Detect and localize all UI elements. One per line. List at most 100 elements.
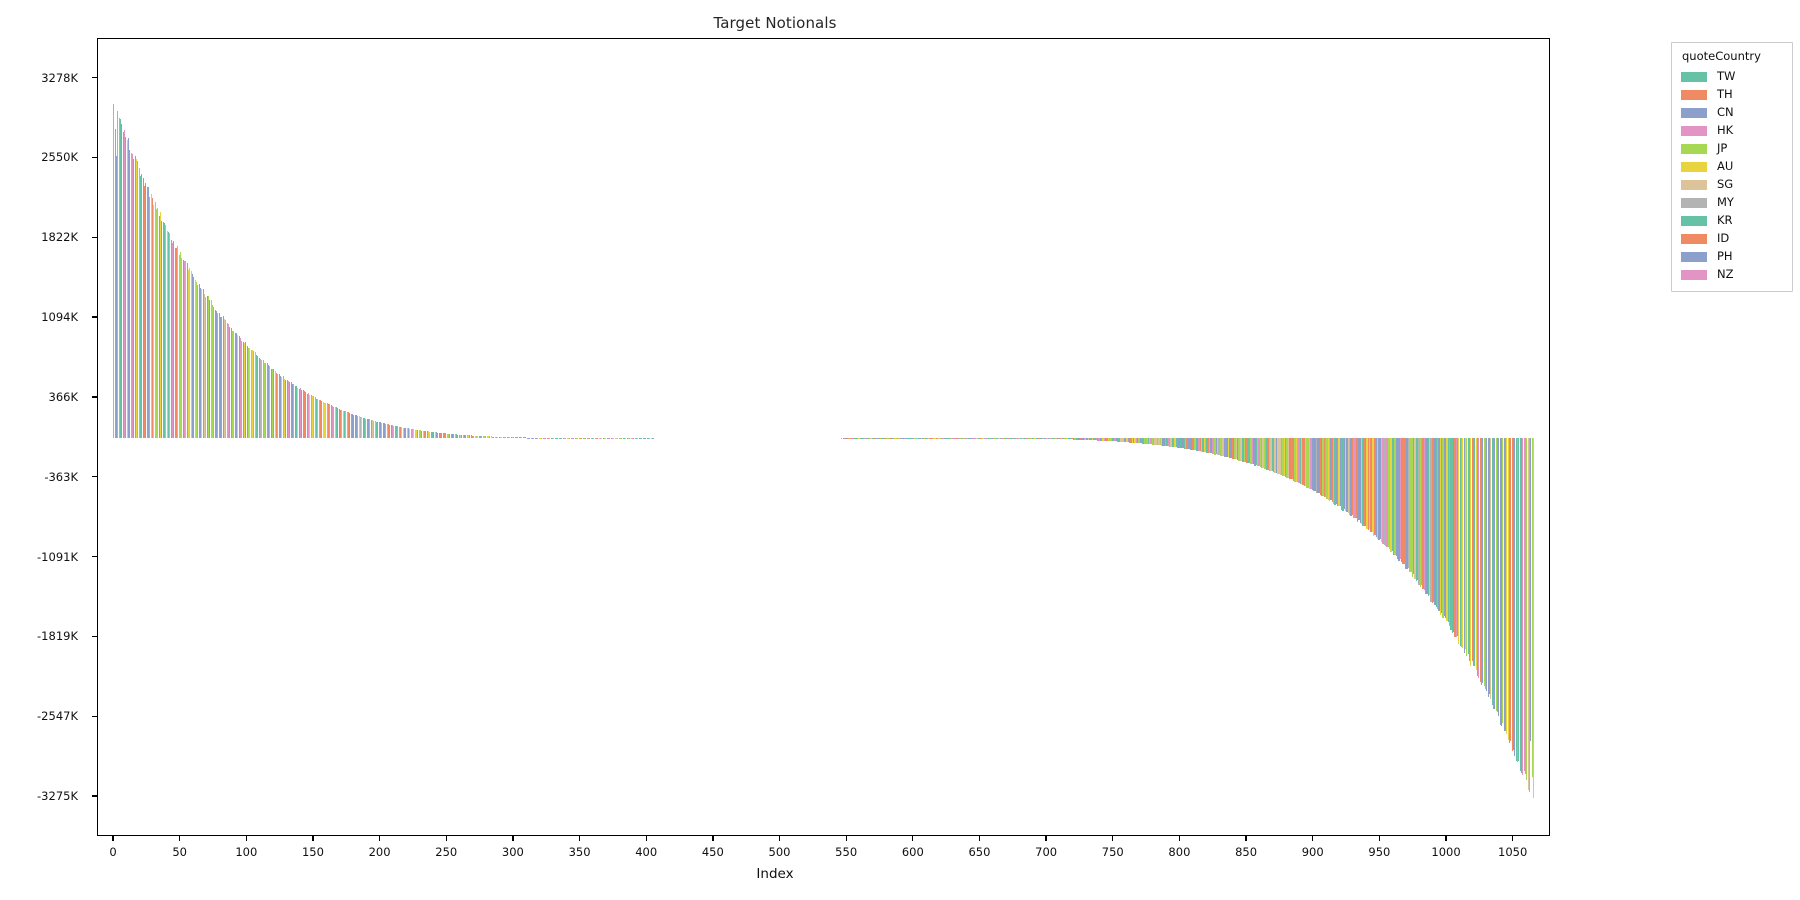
bar	[1253, 438, 1255, 465]
bar	[1105, 438, 1107, 441]
bar	[451, 434, 454, 438]
bar	[266, 363, 268, 438]
bar	[898, 438, 900, 439]
x-tick-label: 550	[835, 845, 858, 859]
legend-item-jp[interactable]: JP	[1681, 140, 1785, 158]
bar	[869, 438, 871, 439]
bar	[887, 438, 889, 439]
x-axis-label: Index	[756, 866, 794, 882]
bar	[1458, 438, 1460, 645]
legend-item-au[interactable]: AU	[1681, 158, 1785, 176]
bar	[133, 158, 135, 438]
bar	[599, 437, 602, 439]
bar	[1153, 438, 1155, 445]
bar	[533, 437, 535, 439]
bar	[873, 438, 875, 439]
bar	[1390, 438, 1392, 553]
bar	[849, 438, 851, 439]
bar	[1335, 438, 1337, 505]
bar	[1314, 438, 1316, 492]
bar	[1249, 438, 1251, 464]
bar	[1110, 438, 1112, 442]
legend-item-cn[interactable]: CN	[1681, 104, 1785, 122]
bar	[1349, 438, 1351, 516]
bar	[1406, 438, 1408, 569]
bar	[937, 438, 939, 439]
bar	[369, 419, 371, 438]
bar	[601, 437, 603, 439]
legend-item-tw[interactable]: TW	[1681, 68, 1785, 86]
bar	[954, 438, 956, 439]
legend-item-id[interactable]: ID	[1681, 230, 1785, 248]
bar	[1017, 438, 1019, 439]
bar	[1461, 438, 1463, 648]
bar	[1233, 438, 1235, 459]
legend-item-hk[interactable]: HK	[1681, 122, 1785, 140]
bar	[381, 422, 383, 438]
bar	[1518, 438, 1520, 761]
bar	[1507, 438, 1509, 741]
bar	[118, 117, 120, 438]
bar	[150, 193, 152, 438]
bar	[497, 436, 499, 438]
legend-item-ph[interactable]: PH	[1681, 248, 1785, 266]
bar	[327, 403, 330, 438]
bar	[1475, 438, 1477, 670]
bar	[371, 420, 374, 438]
bar	[867, 438, 869, 439]
y-tick-mark	[92, 316, 97, 318]
bar	[1387, 438, 1389, 547]
bar	[1026, 438, 1028, 439]
bar	[614, 437, 616, 439]
bar	[267, 365, 270, 438]
bar	[1379, 438, 1381, 540]
bar	[495, 436, 498, 438]
bar	[201, 289, 203, 438]
x-tick-label: 300	[501, 845, 524, 859]
bar	[1085, 438, 1087, 440]
bar	[845, 438, 847, 439]
x-tick-label: 0	[109, 845, 117, 859]
x-tick-label: 250	[435, 845, 458, 859]
bar	[865, 438, 867, 439]
bar	[1245, 438, 1247, 462]
bar	[338, 409, 340, 438]
bar	[651, 437, 653, 439]
legend-item-sg[interactable]: SG	[1681, 176, 1785, 194]
bar	[561, 437, 563, 439]
bar	[423, 430, 426, 438]
bar	[1154, 438, 1156, 445]
legend-item-th[interactable]: TH	[1681, 86, 1785, 104]
bar	[1410, 438, 1412, 572]
bar	[1206, 438, 1208, 453]
bar	[963, 438, 965, 439]
bar	[542, 437, 544, 439]
bar	[1163, 438, 1165, 446]
legend-item-my[interactable]: MY	[1681, 194, 1785, 212]
bar	[198, 284, 200, 438]
bar	[271, 369, 274, 438]
bar	[398, 426, 400, 438]
bar	[1225, 438, 1227, 458]
bar	[602, 437, 604, 439]
bar	[509, 437, 511, 438]
legend-item-nz[interactable]: NZ	[1681, 266, 1785, 284]
bar	[506, 437, 508, 438]
bar	[241, 341, 243, 438]
bar	[1433, 438, 1435, 603]
bar	[207, 295, 210, 438]
y-tick-label: 2550K	[41, 150, 78, 165]
bar	[1347, 438, 1349, 514]
y-tick-mark	[92, 795, 97, 797]
bar	[1027, 438, 1029, 439]
bar	[893, 438, 895, 439]
legend-item-kr[interactable]: KR	[1681, 212, 1785, 230]
bar	[595, 437, 598, 439]
bar	[1441, 438, 1443, 613]
bar	[377, 422, 379, 438]
bar	[1311, 438, 1313, 490]
bar	[619, 437, 622, 439]
bar	[918, 438, 920, 439]
bar	[1377, 438, 1379, 540]
bar	[875, 438, 877, 439]
